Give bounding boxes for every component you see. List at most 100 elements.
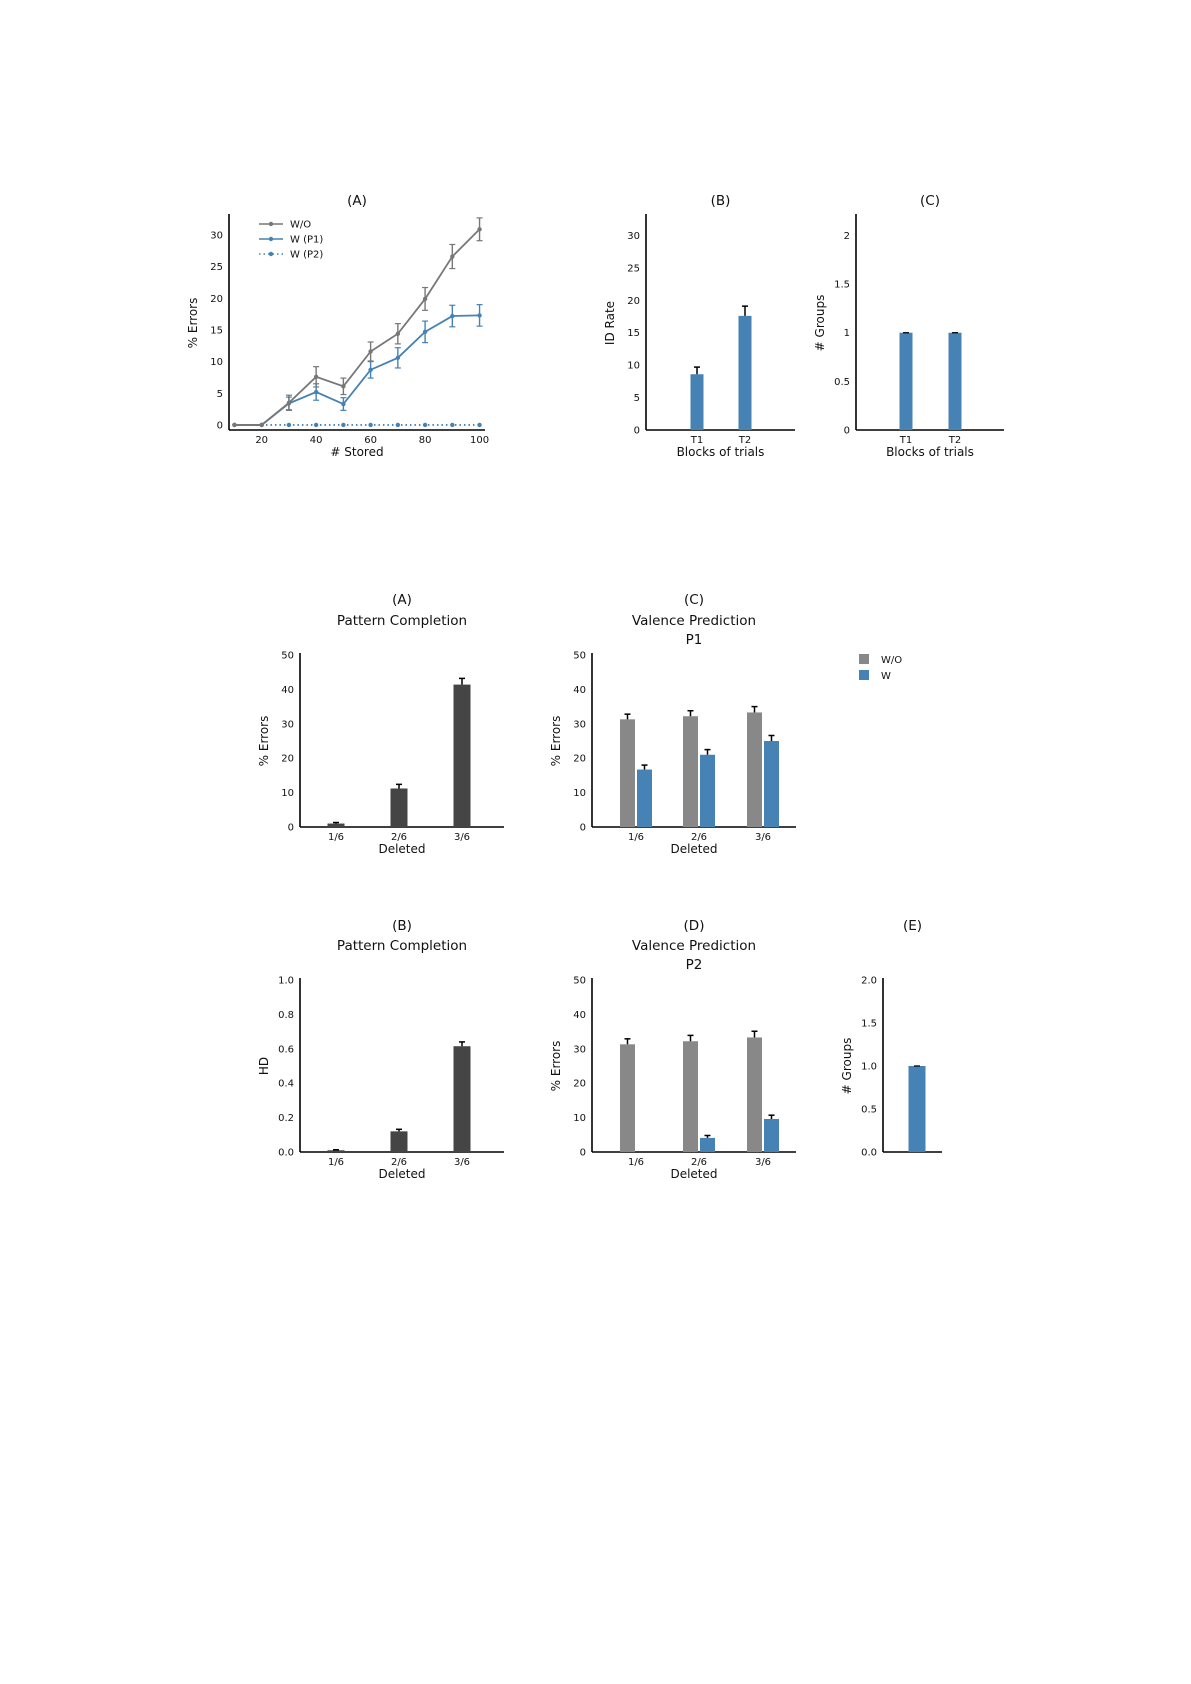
y-tick-label: 0.5 (834, 377, 850, 388)
data-point (450, 422, 455, 428)
chart-bot-D-valence-prediction-p2: 0 10 20 30 40 50 % Errors Deleted (D) Valence Pre… (549, 918, 796, 1181)
chart-bot-E-groups: 0.0 0.5 1.0 1.5 2.0 # Groups (E) (840, 918, 942, 1159)
y-axis-title: % Errors (186, 298, 200, 349)
data-point (341, 401, 346, 407)
y-axis-title: % Errors (549, 1041, 563, 1092)
data-point (341, 384, 346, 389)
x-tick-label: 3/6 (454, 832, 470, 843)
shared-legend: W/O W (859, 654, 902, 682)
bar (390, 788, 408, 827)
x-axis-title: Blocks of trials (886, 445, 974, 459)
panel-label: (C) (920, 193, 940, 209)
x-tick-label: 3/6 (454, 1157, 470, 1168)
legend-marker (268, 251, 274, 257)
y-tick-label: 10 (210, 357, 223, 368)
data-point (286, 400, 292, 405)
data-point (313, 389, 319, 395)
panel-subtitle: P2 (686, 957, 703, 973)
bar (683, 1041, 698, 1152)
x-tick-label: 2/6 (691, 1157, 707, 1168)
y-tick-label: 50 (573, 976, 586, 987)
y-tick-label: 1.0 (278, 976, 294, 987)
chart-bot-B-pattern-completion-hd: 0.0 0.2 0.4 0.6 0.8 1.0 HD Deleted (B) Pattern Co… (257, 918, 504, 1181)
y-tick-label: 10 (627, 361, 640, 372)
data-point (477, 227, 482, 232)
x-axis-title: Blocks of trials (677, 445, 765, 459)
y-tick-label: 2 (844, 231, 850, 242)
y-tick-label: 10 (281, 788, 294, 799)
x-tick-label: 2/6 (691, 832, 707, 843)
data-point (313, 422, 319, 428)
bar (690, 374, 704, 430)
data-point (395, 331, 401, 336)
legend-marker (268, 221, 274, 227)
y-tick-label: 0.4 (278, 1079, 294, 1090)
bar (620, 1044, 635, 1152)
panel-label: (C) (684, 592, 704, 608)
bar (764, 1118, 779, 1152)
x-tick-label: 80 (419, 435, 432, 446)
bar (747, 1037, 762, 1152)
y-tick-label: 0.0 (278, 1148, 294, 1159)
x-axis-title: Deleted (378, 1167, 425, 1181)
y-tick-label: 0 (580, 1148, 586, 1159)
x-tick-label: 1/6 (328, 1157, 344, 1168)
y-tick-label: 1.0 (861, 1062, 877, 1073)
panel-title: Pattern Completion (337, 938, 467, 954)
x-tick-label: 20 (255, 435, 268, 446)
y-tick-label: 30 (210, 230, 223, 241)
data-point (395, 355, 401, 361)
x-tick-label: 1/6 (628, 1157, 644, 1168)
data-point (477, 422, 482, 428)
bar (683, 716, 698, 827)
y-tick-label: 5 (634, 393, 640, 404)
series-line (234, 228, 481, 426)
data-point (341, 422, 346, 428)
panel-label: (B) (392, 918, 412, 934)
y-tick-label: 15 (627, 328, 640, 339)
x-tick-label: T2 (948, 435, 961, 446)
y-tick-label: 0 (634, 426, 640, 437)
panel-title: Valence Prediction (632, 613, 756, 629)
bar (327, 1150, 345, 1152)
x-tick-label: 60 (364, 435, 377, 446)
legend: W/O W (P1) W (P2) (259, 220, 323, 261)
panel-title: Valence Prediction (632, 938, 756, 954)
x-tick-label: T1 (690, 435, 703, 446)
bar (620, 719, 635, 827)
data-point (477, 313, 482, 318)
y-tick-label: 2.0 (861, 976, 877, 987)
y-tick-label: 0.0 (861, 1148, 877, 1159)
y-tick-label: 0 (844, 426, 850, 437)
x-tick-label: 2/6 (391, 1157, 407, 1168)
data-point (232, 422, 237, 428)
chart-mid-A-pattern-completion: 0 10 20 30 40 50 % Errors Deleted (A) Pattern Com… (257, 592, 504, 856)
x-axis-title: Deleted (378, 842, 425, 856)
data-point (368, 367, 373, 373)
data-point (313, 374, 319, 380)
y-tick-label: 0.2 (278, 1113, 294, 1124)
legend-label: W (P1) (290, 235, 323, 246)
y-axis-title: % Errors (549, 716, 563, 767)
data-point (286, 422, 292, 428)
y-axis-title: # Groups (840, 1038, 854, 1095)
panel-label: (A) (392, 592, 412, 608)
y-axis-title: HD (257, 1057, 271, 1075)
y-axis-title: # Groups (813, 295, 827, 352)
data-point (395, 422, 401, 428)
y-tick-label: 30 (573, 719, 586, 730)
y-tick-label: 40 (573, 685, 586, 696)
y-tick-label: 15 (210, 325, 223, 336)
x-axis-title: # Stored (330, 445, 383, 459)
y-tick-label: 0 (580, 823, 586, 834)
legend-swatch (859, 670, 869, 680)
y-tick-label: 1 (844, 328, 850, 339)
panel-label: (E) (903, 918, 922, 934)
x-tick-label: 100 (470, 435, 489, 446)
x-tick-label: 2/6 (391, 832, 407, 843)
chart-top-B-id-rate: 0 5 10 15 20 25 30 ID Rate Blocks of trials (B) T1… (603, 193, 795, 459)
y-tick-label: 0 (288, 823, 294, 834)
y-tick-label: 1.5 (834, 280, 850, 291)
chart-top-A-line-stored-errors: 0 5 10 15 20 25 30 % Errors # Stored (A) 20 40 60 80 1… (186, 193, 489, 459)
